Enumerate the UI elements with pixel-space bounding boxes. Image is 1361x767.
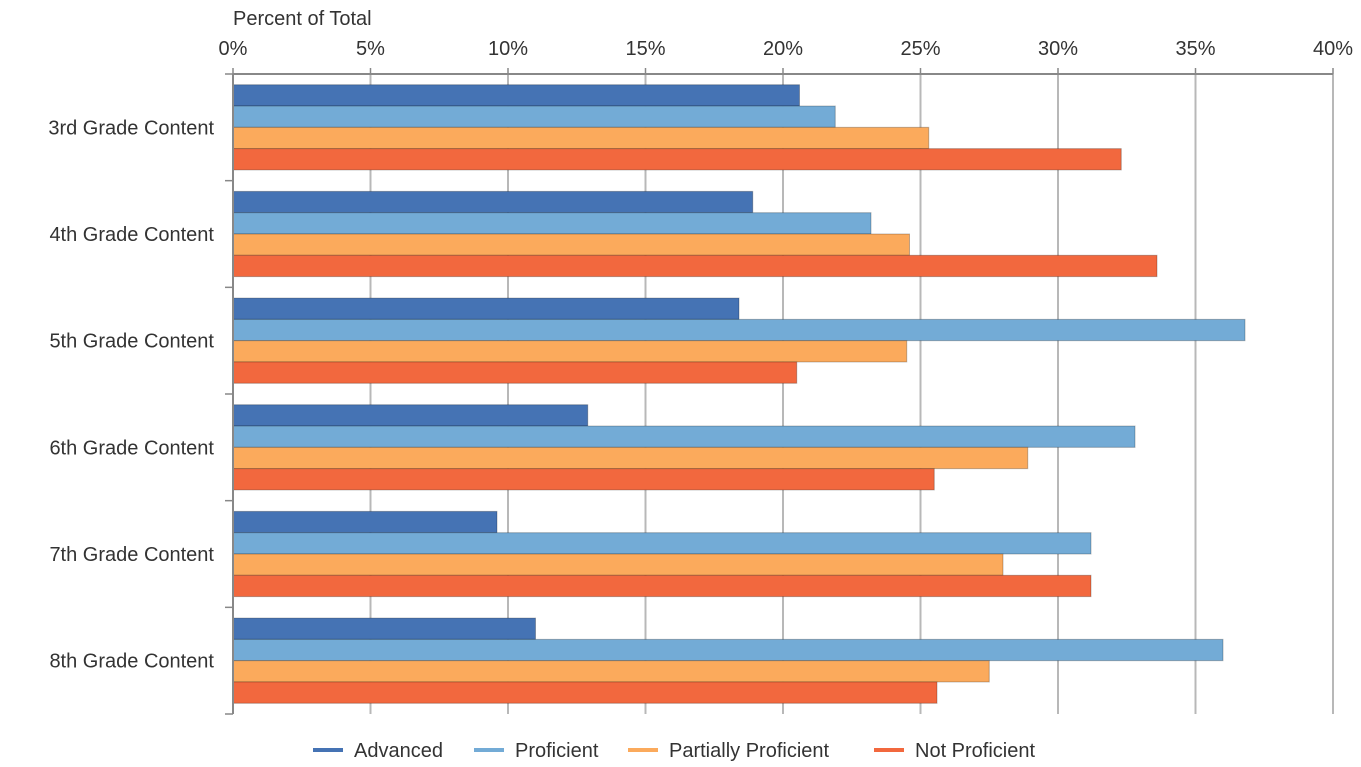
bar-proficient (232, 212, 872, 235)
x-tick-label: 15% (625, 38, 665, 60)
grid-lines (369, 74, 1334, 714)
bar-partially-proficient (232, 553, 1004, 576)
x-tick-label: 20% (763, 38, 803, 60)
bar-not-proficient (232, 254, 1158, 278)
bar-advanced (232, 510, 498, 534)
bar-proficient (232, 105, 836, 128)
legend: Advanced Proficient Partially Proficient No… (313, 740, 1035, 762)
bar-proficient (232, 318, 1246, 342)
category-label: 4th Grade Content (49, 224, 214, 246)
legend-label-proficient: Proficient (515, 740, 599, 762)
bar-not-proficient (232, 681, 938, 704)
legend-label-not-proficient: Not Proficient (915, 740, 1035, 762)
bar-partially-proficient (232, 233, 910, 256)
bar-advanced (232, 404, 589, 427)
category-labels: 3rd Grade Content 4th Grade Content 5th Gr… (48, 117, 214, 672)
x-tick-label: 10% (488, 38, 528, 60)
legend-label-partially-proficient: Partially Proficient (669, 740, 830, 762)
x-tick-label: 5% (356, 38, 385, 60)
category-label: 5th Grade Content (49, 331, 214, 353)
bar-partially-proficient (232, 340, 908, 363)
bar-advanced (232, 297, 740, 320)
x-axis-title: Percent of Total (233, 8, 372, 30)
x-tick-label: 35% (1175, 38, 1215, 60)
x-tick-labels: 0% 5% 10% 15% 20% 25% 30% 35% 40% (219, 38, 1354, 60)
category-label: 7th Grade Content (49, 544, 214, 566)
bar-advanced (232, 84, 800, 107)
bar-proficient (232, 532, 1092, 555)
axes (225, 68, 1334, 715)
x-tick-label: 40% (1313, 38, 1353, 60)
bar-not-proficient (232, 361, 798, 384)
category-label: 8th Grade Content (49, 651, 214, 673)
bar-not-proficient (232, 148, 1122, 171)
x-tick-label: 0% (219, 38, 248, 60)
x-tick-label: 25% (900, 38, 940, 60)
category-label: 6th Grade Content (49, 437, 214, 459)
x-tick-label: 30% (1038, 38, 1078, 60)
bars (232, 84, 1246, 704)
bar-partially-proficient (232, 660, 990, 683)
bar-partially-proficient (232, 446, 1029, 470)
bar-not-proficient (232, 468, 935, 491)
bar-not-proficient (232, 574, 1092, 598)
bar-proficient (232, 638, 1224, 662)
bar-proficient (232, 425, 1136, 448)
bar-partially-proficient (232, 126, 930, 150)
category-label: 3rd Grade Content (48, 117, 214, 139)
bar-advanced (232, 617, 536, 640)
bar-advanced (232, 190, 754, 214)
legend-label-advanced: Advanced (354, 740, 443, 762)
